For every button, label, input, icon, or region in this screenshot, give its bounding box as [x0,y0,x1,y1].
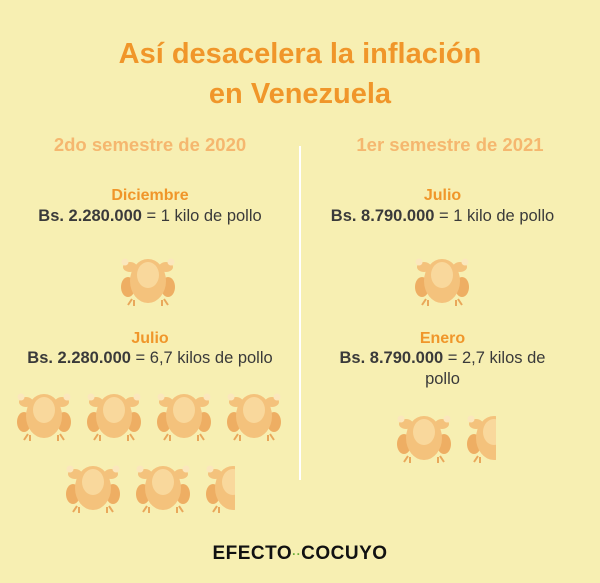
roast-chicken-icon [84,382,144,442]
roast-chicken-icon [133,454,193,514]
roast-chicken-icon [224,382,284,442]
right-amount-2: Bs. 8.790.000 [339,349,444,367]
title-line-1: Así desacelera la inflación [118,38,482,70]
right-month-1: Julio [423,187,462,204]
roast-chicken-icon [154,382,214,442]
roast-chicken-icon [14,382,74,442]
roast-chicken-icon [394,404,454,464]
right-month-2: Enero [419,330,466,347]
right-amount-1: Bs. 8.790.000 [330,207,435,225]
logo-dots: ·· [292,546,302,561]
right-price-2: Bs. 8.790.000 = 2,7 kilos de pollo [300,348,585,390]
roast-chicken-icon [63,454,123,514]
roast-chicken-icon [118,247,178,307]
efecto-cocuyo-logo: EFECTO··COCUYO [0,543,600,565]
right-rest-2: = 2,7 kilos de [443,349,546,367]
logo-text-left: EFECTO [212,543,293,564]
left-rest-1: = 1 kilo de pollo [141,207,262,225]
column-divider [299,146,301,480]
left-semester-heading: 2do semestre de 2020 [53,134,247,155]
right-rest-2-line2: pollo [425,370,460,388]
title-line-2: en Venezuela [208,78,392,110]
left-amount-2: Bs. 2.280.000 [27,349,131,367]
left-amount-1: Bs. 2.280.000 [38,207,142,225]
left-month-2: Julio [131,330,169,347]
left-month-1: Diciembre [111,187,189,204]
logo-text-right: COCUYO [301,543,388,564]
left-price-2: Bs. 2.280.000 = 6,7 kilos de pollo [0,348,300,369]
left-rest-2: = 6,7 kilos de pollo [130,349,273,367]
roast-chicken-partial-icon [464,404,496,464]
roast-chicken-icon [412,247,472,307]
roast-chicken-partial-icon [203,454,235,514]
right-price-1: Bs. 8.790.000 = 1 kilo de pollo [300,206,585,227]
right-rest-1: = 1 kilo de pollo [434,207,555,225]
right-semester-heading: 1er semestre de 2021 [356,134,544,155]
left-price-1: Bs. 2.280.000 = 1 kilo de pollo [0,206,300,227]
